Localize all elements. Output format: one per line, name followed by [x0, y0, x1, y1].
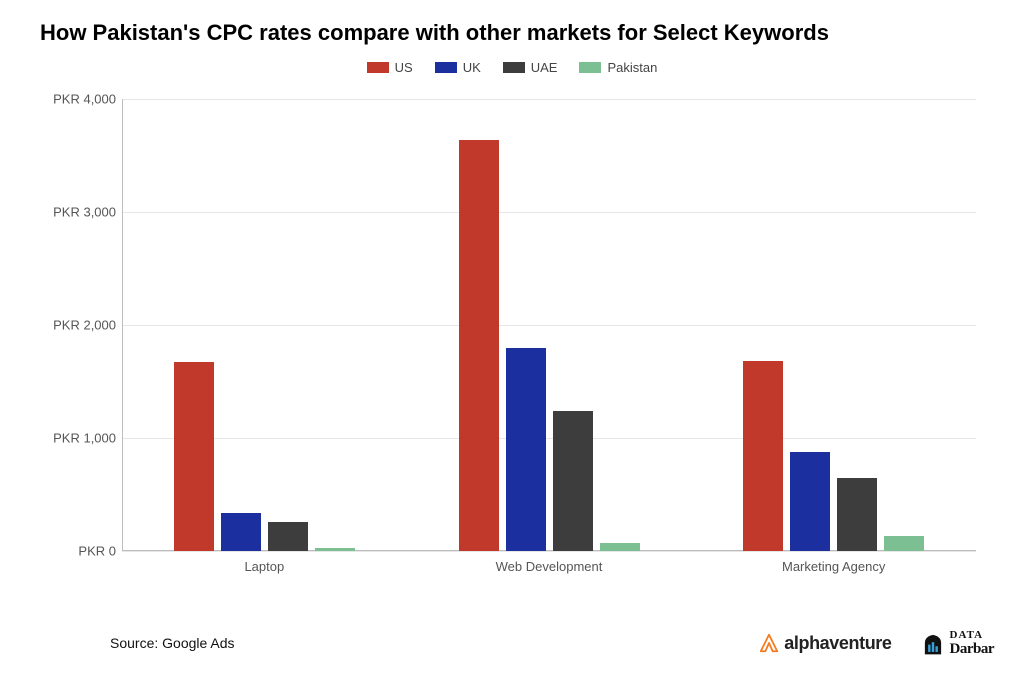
- x-tick-label: Marketing Agency: [782, 559, 885, 574]
- legend-swatch: [579, 62, 601, 73]
- legend-label: Pakistan: [607, 60, 657, 75]
- bar-uk-marketing-agency: [790, 452, 830, 551]
- x-tick-label: Laptop: [244, 559, 284, 574]
- bar-us-laptop: [174, 362, 214, 551]
- y-tick-label: PKR 1,000: [32, 431, 116, 446]
- y-tick-label: PKR 0: [32, 544, 116, 559]
- legend-item-uk: UK: [435, 60, 481, 75]
- bar-pakistan-web-development: [600, 543, 640, 551]
- plot-area: [122, 99, 976, 551]
- bar-us-web-development: [459, 140, 499, 551]
- bar-uae-marketing-agency: [837, 478, 877, 551]
- bar-uk-web-development: [506, 348, 546, 551]
- bar-uae-web-development: [553, 411, 593, 551]
- legend-item-pakistan: Pakistan: [579, 60, 657, 75]
- y-axis: [122, 99, 123, 551]
- datadarbar-text: DATA Darbar: [950, 629, 995, 658]
- chart-footer: Source: Google Ads alphaventure DATA Dar…: [0, 622, 1024, 664]
- legend-swatch: [367, 62, 389, 73]
- logos: alphaventure DATA Darbar: [758, 629, 994, 658]
- datadarbar-logo: DATA Darbar: [920, 629, 995, 658]
- chart-container: How Pakistan's CPC rates compare with ot…: [0, 0, 1024, 674]
- legend-item-us: US: [367, 60, 413, 75]
- alphaventure-label: alphaventure: [784, 633, 891, 654]
- alphaventure-icon: [758, 632, 780, 654]
- y-tick-label: PKR 4,000: [32, 92, 116, 107]
- alphaventure-logo: alphaventure: [758, 632, 891, 654]
- datadarbar-bottom: Darbar: [950, 641, 995, 658]
- x-tick-label: Web Development: [496, 559, 603, 574]
- gridline: [122, 212, 976, 213]
- legend-label: UAE: [531, 60, 558, 75]
- source-text: Source: Google Ads: [110, 635, 235, 651]
- bar-uk-laptop: [221, 513, 261, 551]
- legend-swatch: [435, 62, 457, 73]
- bar-uae-laptop: [268, 522, 308, 551]
- bar-us-marketing-agency: [743, 361, 783, 551]
- legend-item-uae: UAE: [503, 60, 558, 75]
- legend: US UK UAE Pakistan: [18, 60, 1006, 75]
- y-tick-label: PKR 3,000: [32, 205, 116, 220]
- datadarbar-icon: [920, 630, 946, 656]
- gridline: [122, 99, 976, 100]
- chart-title: How Pakistan's CPC rates compare with ot…: [40, 20, 1006, 46]
- chart-area: PKR 0 PKR 1,000 PKR 2,000 PKR 3,000 PKR 4,00…: [32, 89, 992, 589]
- legend-label: US: [395, 60, 413, 75]
- legend-swatch: [503, 62, 525, 73]
- gridline: [122, 551, 976, 552]
- bar-pakistan-marketing-agency: [884, 536, 924, 551]
- bar-pakistan-laptop: [315, 548, 355, 551]
- datadarbar-top: DATA: [950, 629, 995, 641]
- y-tick-label: PKR 2,000: [32, 318, 116, 333]
- legend-label: UK: [463, 60, 481, 75]
- gridline: [122, 325, 976, 326]
- gridline: [122, 438, 976, 439]
